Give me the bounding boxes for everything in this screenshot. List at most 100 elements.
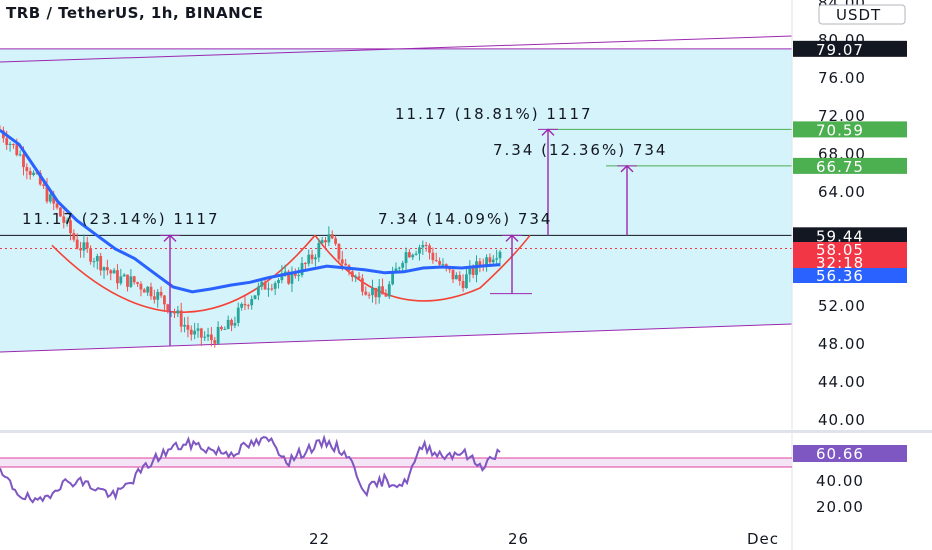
price-tick: 52.00 (818, 297, 866, 315)
candle-body (263, 281, 267, 290)
price-tick: 72.00 (818, 107, 866, 125)
currency-label: USDT (836, 6, 881, 24)
candles (0, 125, 502, 348)
candle-body (79, 248, 82, 251)
candle-body (5, 138, 9, 145)
candle-body (189, 329, 193, 335)
candle-body (303, 263, 307, 265)
candle-body (310, 254, 314, 260)
candle-body (126, 274, 129, 287)
candle-body (45, 186, 49, 202)
candle-body (85, 242, 89, 249)
candle-body (186, 324, 190, 330)
candle-body (122, 274, 126, 277)
candle-body (28, 171, 32, 175)
candle-body (307, 254, 311, 264)
last-price-badge: 58.05 32:18 (793, 241, 907, 272)
measure-arrow-cup1[interactable] (160, 234, 180, 346)
candle-body (142, 289, 146, 293)
candle-body (287, 271, 290, 284)
currency-badge[interactable] (818, 4, 906, 25)
time-label-22: 22 (309, 530, 330, 548)
pane-separator[interactable] (0, 430, 932, 433)
candle-body (411, 254, 415, 258)
price-tick: 40.00 (818, 411, 866, 429)
countdown-label: 32:18 (816, 254, 864, 272)
candle-body (169, 311, 173, 313)
candle-body (233, 322, 237, 326)
price-badge: 70.59 (793, 121, 907, 139)
candle-body (92, 261, 96, 263)
last-price-label: 58.05 (816, 241, 864, 259)
candle-body (116, 270, 119, 284)
measure-arrow-cup2[interactable] (502, 234, 522, 294)
candle-body (112, 270, 116, 274)
candle-body (320, 240, 324, 244)
candle-body (488, 257, 492, 263)
price-axis[interactable]: 84.00 USDT (818, 0, 906, 25)
measure-arrow-target2[interactable] (617, 164, 637, 236)
rsi-tick-20: 20.00 (816, 498, 864, 516)
candle-body (15, 144, 19, 155)
candle-body (166, 304, 170, 312)
measure-arrows[interactable] (160, 128, 637, 346)
candle-body (55, 203, 59, 208)
candle-body (397, 267, 401, 269)
candle-body (105, 267, 109, 271)
candle-body (18, 154, 22, 156)
candle-body (330, 234, 334, 239)
candle-body (210, 334, 213, 341)
ma-badge: 56.36 (793, 267, 907, 285)
candle-body (431, 252, 435, 261)
candle-body (418, 247, 421, 254)
candle-body (52, 194, 56, 204)
candle-body (277, 280, 280, 284)
candle-body (42, 184, 46, 187)
candle-body (102, 267, 106, 271)
candle-body (206, 334, 210, 337)
candle-body (152, 296, 156, 300)
price-badge-label: 66.75 (816, 158, 864, 176)
candle-body (109, 270, 113, 274)
candle-body (220, 326, 223, 330)
candle-body (468, 267, 472, 275)
candle-body (236, 307, 240, 323)
candle-body (394, 268, 398, 272)
candle-body (136, 282, 139, 284)
measure-arrow-target1[interactable] (538, 128, 558, 236)
rsi-axis[interactable]: 60.66 40.00 20.00 (793, 445, 907, 516)
price-badge-label: 79.07 (816, 41, 864, 59)
candle-body (99, 256, 103, 271)
price-badge-label: 59.44 (816, 227, 864, 245)
candle-body (273, 283, 277, 289)
candle-body (199, 328, 203, 338)
measure-label-target1: 11.17 (18.81%) 1117 (395, 105, 593, 123)
candle-body (72, 233, 76, 240)
candle-body (119, 276, 123, 284)
candle-body (213, 340, 217, 344)
time-label-dec: Dec (747, 530, 779, 548)
price-badge: 59.44 (793, 227, 907, 245)
candle-body (458, 275, 462, 281)
candle-body (404, 252, 408, 264)
candle-body (203, 336, 207, 338)
channel-upper-trendline[interactable] (0, 35, 793, 63)
candle-body (344, 263, 348, 266)
candle-body (334, 238, 337, 244)
candle-body (317, 243, 321, 258)
candle-body (149, 286, 153, 297)
candle-body (95, 256, 99, 262)
candle-body (159, 291, 163, 296)
candle-body (421, 244, 425, 248)
time-label-26: 26 (508, 530, 529, 548)
candle-body (163, 295, 166, 305)
candle-body (428, 245, 431, 253)
ma-badge-label: 56.36 (816, 267, 864, 285)
cup-arc-2[interactable] (314, 234, 531, 302)
price-tick: 48.00 (818, 335, 866, 353)
time-axis[interactable]: 22 26 Dec (309, 530, 779, 548)
candle-body (12, 144, 15, 146)
channel-bottom-line[interactable] (0, 323, 793, 353)
measure-label-cup2: 7.34 (14.09%) 734 (378, 210, 552, 228)
